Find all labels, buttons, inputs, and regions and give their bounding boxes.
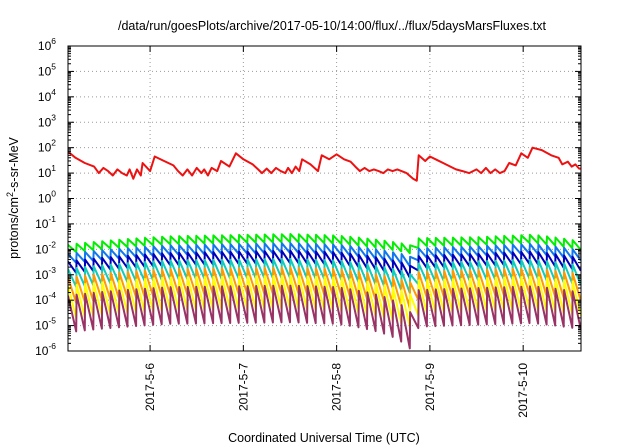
chart-title: /data/run/goesPlots/archive/2017-05-10/1…: [118, 19, 547, 33]
y-tick-label: 106: [38, 36, 56, 53]
x-tick-label: 2017-5-8: [330, 363, 344, 411]
y-axis-label-sup: 2: [5, 192, 15, 197]
y-tick-label: 101: [38, 163, 56, 180]
y-tick-base: 10: [38, 141, 52, 155]
y-axis-label-suffix: -s-sr-MeV: [7, 136, 21, 192]
y-tick-exponent: -4: [48, 290, 56, 300]
y-tick-label: 100: [38, 189, 56, 206]
y-tick-base: 10: [35, 319, 49, 333]
y-tick-exponent: -3: [48, 265, 56, 275]
y-tick-exponent: 1: [51, 163, 56, 173]
x-tick-label: 2017-5-9: [423, 363, 437, 411]
y-tick-base: 10: [38, 90, 52, 104]
x-axis-label: Coordinated Universal Time (UTC): [228, 431, 420, 445]
y-tick-exponent: 0: [51, 189, 56, 199]
y-tick-base: 10: [35, 344, 49, 358]
y-tick-base: 10: [35, 242, 49, 256]
y-tick-label: 103: [38, 112, 56, 129]
x-tick-label: 2017-5-6: [143, 363, 157, 411]
y-tick-exponent: 4: [51, 87, 56, 97]
y-tick-base: 10: [38, 192, 52, 206]
y-tick-exponent: -6: [48, 341, 56, 351]
series-line-2: [68, 233, 581, 255]
y-tick-exponent: 5: [51, 61, 56, 71]
y-tick-base: 10: [38, 64, 52, 78]
y-tick-label: 10-4: [35, 290, 56, 307]
y-tick-label: 10-3: [35, 265, 56, 282]
y-tick-label: 10-5: [35, 316, 56, 333]
y-tick-base: 10: [35, 293, 49, 307]
y-tick-base: 10: [38, 166, 52, 180]
y-tick-label: 10-6: [35, 341, 56, 358]
y-tick-base: 10: [35, 217, 49, 231]
y-tick-base: 10: [35, 268, 49, 282]
y-tick-label: 10-1: [35, 214, 56, 231]
y-tick-exponent: 2: [51, 138, 56, 148]
y-tick-label: 10-2: [35, 239, 56, 256]
y-tick-exponent: -2: [48, 239, 56, 249]
y-tick-label: 104: [38, 87, 56, 104]
y-tick-base: 10: [38, 39, 52, 53]
axis-ticks: 2017-5-6 2017-5-7 2017-5-8 2017-5-9 2017-5-1…: [35, 36, 581, 418]
y-tick-base: 10: [38, 115, 52, 129]
series-line-8: [68, 284, 581, 350]
series-group: [68, 146, 581, 350]
y-tick-exponent: 6: [51, 36, 56, 46]
y-tick-label: 102: [38, 138, 56, 155]
y-tick-label: 105: [38, 61, 56, 78]
y-tick-exponent: 3: [51, 112, 56, 122]
y-tick-exponent: -5: [48, 316, 56, 326]
x-tick-label: 2017-5-10: [516, 363, 530, 418]
series-line-1: [68, 146, 581, 182]
y-axis-label-prefix: protons/cm: [7, 197, 21, 259]
x-tick-label: 2017-5-7: [236, 363, 250, 411]
y-axis-label: protons/cm2-s-sr-MeV: [5, 136, 21, 258]
y-tick-exponent: -1: [48, 214, 56, 224]
